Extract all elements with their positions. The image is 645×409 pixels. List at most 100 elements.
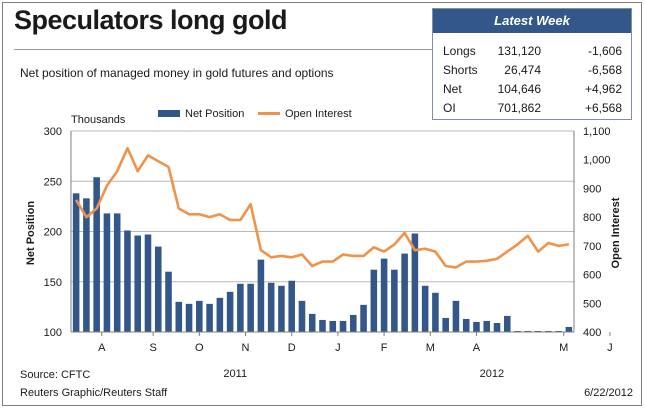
year-label: 2011 bbox=[223, 368, 247, 380]
net-position-bar bbox=[154, 246, 162, 332]
chart-subtitle: Net position of managed money in gold fu… bbox=[20, 66, 334, 80]
net-position-bar bbox=[267, 282, 275, 332]
x-tick-label: A bbox=[473, 342, 481, 354]
net-position-bar bbox=[257, 259, 265, 332]
latest-week-value: 131,120 bbox=[497, 44, 541, 58]
latest-week-change: -1,606 bbox=[587, 44, 622, 58]
right-tick-label: 400 bbox=[583, 327, 601, 339]
net-position-bar bbox=[206, 303, 213, 332]
chart-axes: 100 150 200 250 300 400 500 600 700 800 900 1,000 1,… bbox=[44, 126, 613, 380]
x-tick-label: M bbox=[426, 342, 435, 354]
x-tick-label: J bbox=[607, 342, 613, 354]
net-position-bar bbox=[144, 234, 152, 332]
net-position-bar bbox=[380, 258, 388, 332]
net-position-bar bbox=[288, 280, 295, 332]
right-tick-label: 900 bbox=[583, 183, 601, 195]
x-tick-label: A bbox=[98, 342, 106, 354]
latest-week-row-longs: Longs 131,120 -1,606 bbox=[433, 42, 631, 61]
x-tick-label: O bbox=[195, 342, 204, 354]
page-title: Speculators long gold bbox=[14, 5, 288, 35]
left-tick-label: 300 bbox=[44, 126, 62, 138]
net-position-bar bbox=[339, 320, 347, 332]
net-position-bar bbox=[391, 269, 398, 332]
net-position-bar bbox=[113, 213, 121, 332]
net-position-bar bbox=[545, 330, 552, 332]
latest-week-label: Shorts bbox=[443, 63, 478, 77]
open-interest-series-line bbox=[74, 146, 570, 269]
x-tick-label: D bbox=[288, 342, 296, 354]
net-position-bar bbox=[185, 303, 193, 332]
x-tick-label: J bbox=[335, 342, 341, 354]
right-tick-label: 700 bbox=[583, 241, 601, 253]
net-position-bar bbox=[329, 320, 337, 332]
net-position-bar bbox=[483, 320, 491, 332]
legend-label-net-position: Net Position bbox=[185, 108, 244, 120]
right-tick-label: 500 bbox=[583, 298, 601, 310]
net-position-bar bbox=[534, 330, 542, 332]
latest-week-label: OI bbox=[443, 101, 456, 115]
latest-week-label: Longs bbox=[443, 44, 476, 58]
net-position-bar bbox=[216, 297, 224, 332]
left-tick-label: 100 bbox=[44, 327, 62, 339]
latest-week-value: 104,646 bbox=[497, 82, 541, 96]
net-position-bar bbox=[565, 326, 573, 332]
right-tick-label: 800 bbox=[583, 212, 601, 224]
net-position-bar bbox=[360, 304, 367, 332]
legend-swatch-net-position bbox=[158, 110, 180, 117]
net-position-bar bbox=[278, 285, 285, 332]
source-note: Source: CFTC bbox=[20, 369, 91, 381]
net-position-bar bbox=[319, 319, 326, 332]
left-tick-label: 150 bbox=[44, 277, 62, 289]
net-position-bar bbox=[93, 177, 100, 332]
net-position-bars bbox=[72, 177, 573, 332]
net-position-bar bbox=[165, 271, 172, 332]
credit-note: Reuters Graphic/Reuters Staff bbox=[20, 387, 168, 399]
net-position-bar bbox=[124, 230, 131, 332]
net-position-bar bbox=[175, 301, 183, 332]
net-position-bar bbox=[72, 193, 80, 332]
x-tick-label: F bbox=[381, 342, 388, 354]
latest-week-label: Net bbox=[443, 82, 462, 96]
open-interest-line bbox=[74, 146, 570, 269]
net-position-bar bbox=[350, 314, 357, 332]
net-position-bar bbox=[237, 283, 244, 332]
net-position-bar bbox=[401, 253, 408, 332]
latest-week-row-net: Net 104,646 +4,962 bbox=[433, 80, 631, 99]
legend-label-open-interest: Open Interest bbox=[285, 108, 352, 120]
net-position-bar bbox=[555, 330, 562, 332]
latest-week-change: +4,962 bbox=[584, 82, 622, 96]
net-position-bar bbox=[442, 317, 449, 332]
right-tick-label: 600 bbox=[583, 270, 601, 282]
left-tick-label: 250 bbox=[44, 176, 62, 188]
net-position-bar bbox=[196, 300, 203, 332]
net-position-bar bbox=[503, 315, 511, 332]
right-axis-title: Open Interest bbox=[610, 197, 622, 268]
net-position-bar bbox=[103, 213, 111, 332]
net-position-bar bbox=[370, 269, 378, 332]
net-position-bar bbox=[134, 235, 142, 332]
net-position-bar bbox=[247, 283, 254, 332]
latest-week-change: +6,568 bbox=[584, 101, 622, 115]
right-tick-label: 1,000 bbox=[583, 155, 611, 167]
latest-week-value: 26,474 bbox=[504, 63, 541, 77]
chart-legend: Net Position Open Interest Thousands bbox=[71, 108, 352, 126]
right-tick-label: 1,100 bbox=[583, 126, 611, 138]
net-position-bar bbox=[83, 198, 90, 332]
net-position-bar bbox=[298, 300, 306, 332]
x-tick-label: N bbox=[242, 342, 250, 354]
net-position-bar bbox=[308, 313, 316, 332]
net-position-bar bbox=[493, 322, 501, 332]
latest-week-panel: Latest Week Longs 131,120 -1,606 Shorts … bbox=[432, 8, 632, 120]
latest-week-row-shorts: Shorts 26,474 -6,568 bbox=[433, 61, 631, 80]
units-label: Thousands bbox=[71, 114, 126, 126]
latest-week-row-oi: OI 701,862 +6,568 bbox=[433, 99, 631, 118]
net-position-bar bbox=[452, 300, 460, 332]
net-position-bar bbox=[411, 233, 419, 332]
net-position-bar bbox=[432, 292, 439, 332]
net-position-bar bbox=[226, 291, 234, 332]
x-tick-label: M bbox=[559, 342, 568, 354]
year-label: 2012 bbox=[480, 368, 504, 380]
net-position-bar bbox=[524, 330, 532, 332]
left-tick-label: 200 bbox=[44, 227, 62, 239]
